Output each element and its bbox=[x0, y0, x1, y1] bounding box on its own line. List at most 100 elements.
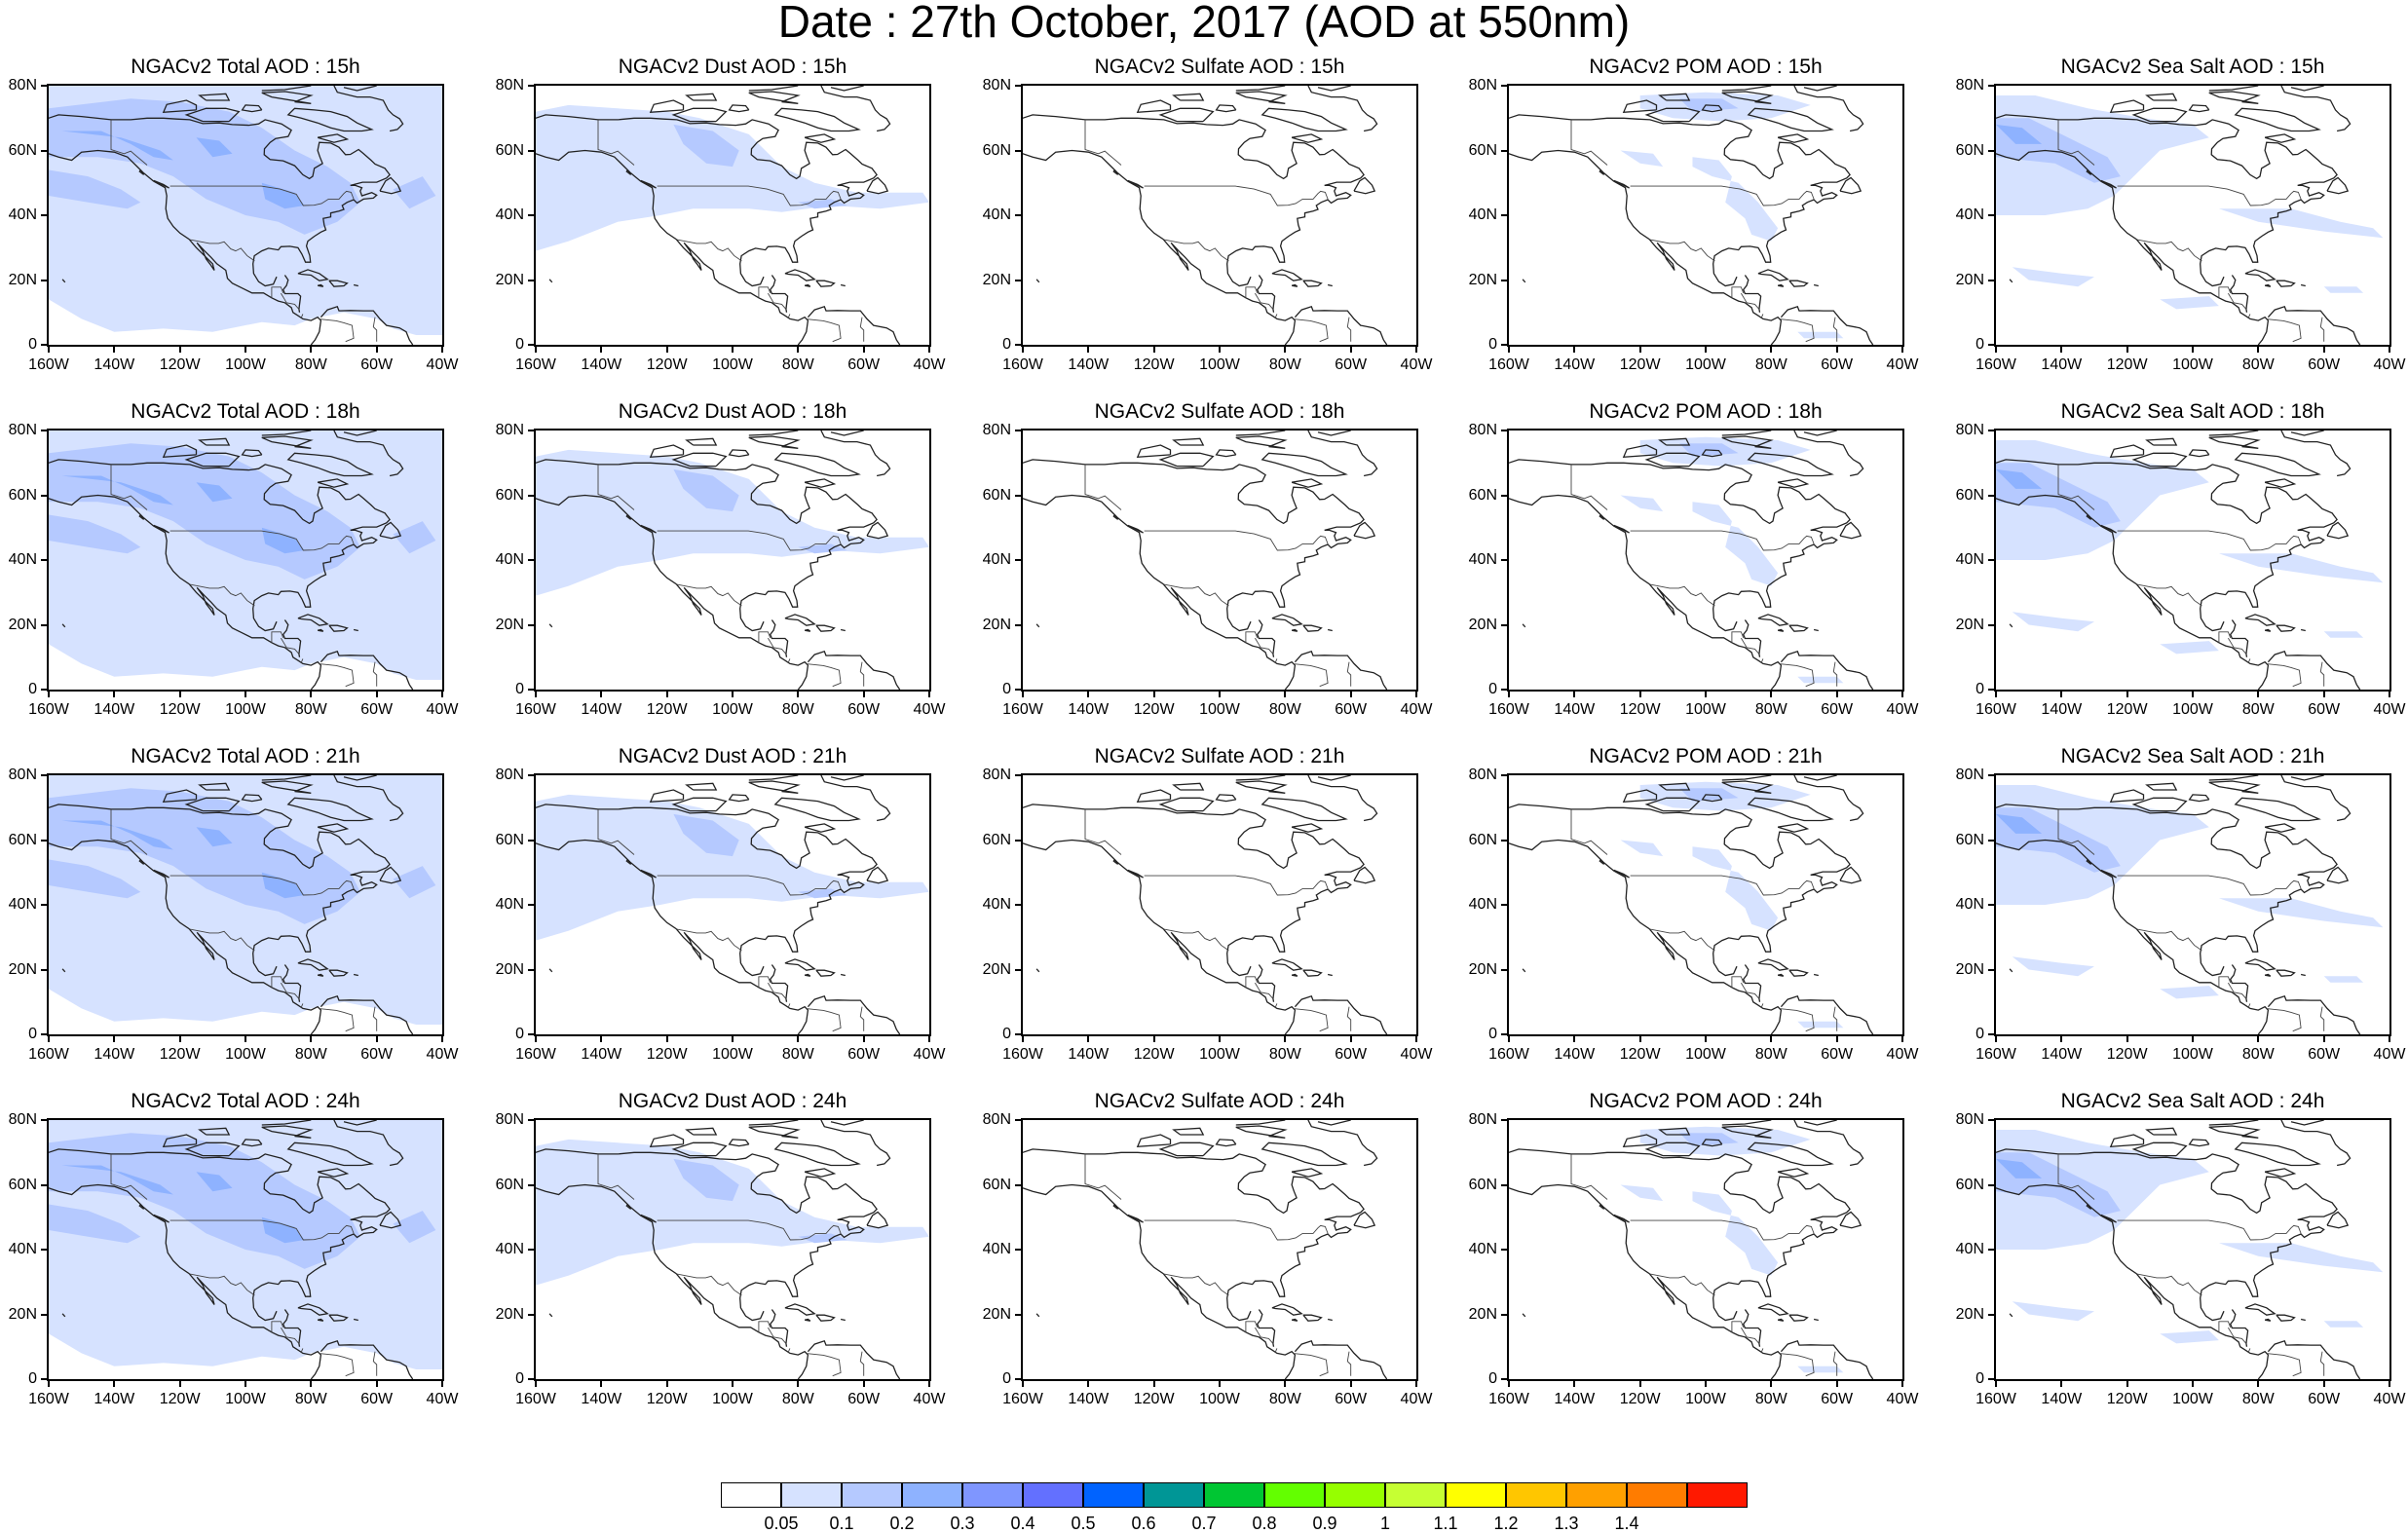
lat-tick bbox=[1988, 1313, 1996, 1316]
lon-tick bbox=[1415, 690, 1417, 697]
country-border bbox=[768, 292, 787, 310]
coastline bbox=[1317, 430, 1351, 436]
panel-title: NGACv2 Dust AOD : 24h bbox=[618, 1090, 847, 1112]
coastline bbox=[1256, 964, 1276, 1002]
lon-tick bbox=[1705, 690, 1707, 697]
coastline bbox=[866, 866, 889, 884]
map-frame: 80N 60N 40N 20N 0 160W 140W 120W 100W 80W 60W 40W bbox=[1469, 77, 1919, 373]
map-frame: 80N 60N 40N 20N 0 160W 140W 120W 100W 80W 60W 40W bbox=[496, 1111, 946, 1407]
country-border bbox=[1731, 631, 1745, 643]
lon-tick bbox=[245, 1034, 246, 1042]
lat-tick bbox=[1015, 623, 1023, 626]
country-border bbox=[1630, 875, 1815, 896]
coastline bbox=[1235, 1120, 1286, 1126]
country-border bbox=[300, 1348, 304, 1353]
aod-shading bbox=[2012, 612, 2094, 632]
lat-label: 0 bbox=[28, 1370, 37, 1387]
country-border bbox=[1346, 317, 1352, 342]
lon-tick bbox=[1508, 345, 1510, 353]
aod-shading bbox=[261, 182, 305, 209]
coastline bbox=[1291, 823, 1324, 833]
colorbar-swatch bbox=[1506, 1482, 1566, 1508]
lon-label: 60W bbox=[1821, 1046, 1854, 1063]
aod-shading bbox=[196, 137, 233, 158]
country-border bbox=[1163, 583, 1229, 607]
coastline bbox=[1353, 1211, 1376, 1229]
lon-label: 100W bbox=[712, 1391, 753, 1407]
lat-tick bbox=[1988, 344, 1996, 346]
panel-title: NGACv2 Sulfate AOD : 18h bbox=[1094, 400, 1345, 423]
lon-label: 160W bbox=[1488, 356, 1529, 373]
lat-label: 20N bbox=[982, 616, 1011, 633]
coastline bbox=[804, 628, 811, 632]
map-panel: NGACv2 Sea Salt AOD : 15h 80N 60N 40N 20N 0 16… bbox=[1956, 51, 2406, 382]
coastline bbox=[784, 269, 816, 281]
coastline bbox=[2264, 823, 2297, 833]
aod-shading bbox=[61, 475, 173, 505]
colorbar-swatch bbox=[1264, 1482, 1325, 1508]
lon-tick bbox=[1508, 1034, 1510, 1042]
lon-tick bbox=[928, 345, 930, 353]
lon-tick bbox=[1284, 345, 1287, 353]
lon-label: 120W bbox=[2106, 701, 2148, 718]
lat-tick bbox=[1015, 559, 1023, 561]
country-border bbox=[372, 1351, 378, 1376]
coastline bbox=[1777, 283, 1785, 287]
coastline bbox=[153, 524, 169, 534]
aod-shading bbox=[2160, 296, 2219, 310]
lon-tick bbox=[375, 345, 378, 353]
lat-label: 20N bbox=[1955, 616, 1984, 633]
aod-shading bbox=[49, 1204, 141, 1244]
lat-tick bbox=[528, 494, 536, 497]
country-border bbox=[1741, 292, 1760, 310]
coastline bbox=[1701, 1139, 1723, 1147]
lon-tick bbox=[245, 690, 246, 697]
lon-label: 60W bbox=[2308, 1391, 2341, 1407]
lon-tick bbox=[2126, 1379, 2128, 1387]
lon-label: 80W bbox=[2241, 1391, 2275, 1407]
coastline bbox=[784, 1303, 816, 1316]
coastline bbox=[328, 1314, 349, 1322]
aod-shading bbox=[2218, 553, 2384, 583]
country-border bbox=[758, 631, 771, 643]
lon-tick bbox=[1415, 1034, 1417, 1042]
map-panel: NGACv2 POM AOD : 15h 80N 60N 40N 20N 0 160W 140… bbox=[1469, 51, 1919, 382]
map-plot bbox=[1023, 86, 1388, 345]
lat-label: 0 bbox=[515, 336, 524, 353]
coastline bbox=[1777, 823, 1810, 833]
lat-label: 20N bbox=[8, 1305, 37, 1323]
coastline bbox=[1307, 775, 1378, 822]
lon-tick bbox=[48, 345, 50, 353]
lon-label: 140W bbox=[2041, 356, 2083, 373]
coastline bbox=[1571, 1151, 1851, 1322]
lat-tick bbox=[1501, 149, 1509, 152]
coastline bbox=[2264, 478, 2297, 488]
coastline bbox=[830, 775, 864, 781]
map-panel: NGACv2 Sulfate AOD : 24h 80N 60N 40N 20N 0 160… bbox=[983, 1085, 1433, 1416]
lon-label: 140W bbox=[94, 356, 135, 373]
coastline bbox=[807, 1339, 901, 1379]
coastline bbox=[769, 275, 789, 313]
coastline bbox=[1793, 775, 1864, 822]
coastline bbox=[241, 794, 263, 803]
coastline bbox=[728, 1139, 750, 1147]
map-frame: 80N 60N 40N 20N 0 160W 140W 120W 100W 80W 60W 40W bbox=[496, 422, 946, 718]
colorbar-swatch bbox=[1385, 1482, 1446, 1508]
coastline bbox=[1172, 1127, 1205, 1136]
lat-tick bbox=[528, 968, 536, 971]
coastline bbox=[49, 114, 322, 345]
colorbar-label: 1.3 bbox=[1554, 1514, 1579, 1533]
lat-tick bbox=[1501, 85, 1509, 87]
coastline bbox=[1291, 973, 1298, 977]
panel-title: NGACv2 Total AOD : 24h bbox=[131, 1090, 360, 1112]
lon-label: 100W bbox=[1199, 1046, 1240, 1063]
coastline bbox=[1839, 1211, 1862, 1229]
lon-label: 40W bbox=[426, 1046, 459, 1063]
lon-label: 60W bbox=[1821, 701, 1854, 718]
coastline bbox=[1757, 1303, 1789, 1316]
lon-tick bbox=[1219, 690, 1221, 697]
coastline bbox=[748, 780, 801, 794]
lon-label: 40W bbox=[2373, 701, 2406, 718]
lon-tick bbox=[245, 345, 246, 353]
country-border bbox=[1163, 239, 1229, 262]
